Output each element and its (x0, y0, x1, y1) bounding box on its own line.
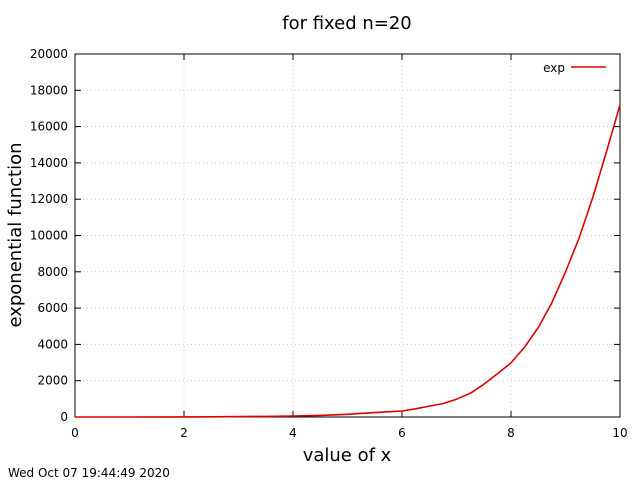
y-tick-labels: 0 2000 4000 6000 8000 10000 12000 14000 16000 180… (30, 47, 68, 424)
y-tick-label: 10000 (30, 229, 68, 243)
timestamp: Wed Oct 07 19:44:49 2020 (8, 466, 170, 480)
x-tick-label: 0 (71, 426, 79, 440)
y-tick-label: 8000 (37, 265, 68, 279)
axis-ticks (74, 53, 621, 418)
y-tick-label: 20000 (30, 47, 68, 61)
x-tick-label: 10 (612, 426, 627, 440)
x-tick-label: 4 (289, 426, 297, 440)
y-tick-label: 14000 (30, 156, 68, 170)
y-tick-label: 18000 (30, 83, 68, 97)
series-group (75, 104, 621, 418)
x-tick-label: 8 (507, 426, 515, 440)
series-line-exp (75, 104, 621, 418)
y-tick-label: 12000 (30, 192, 68, 206)
chart-title: for fixed n=20 (282, 13, 412, 34)
legend-label-exp: exp (543, 61, 565, 75)
y-tick-label: 6000 (37, 301, 68, 315)
x-tick-labels: 0 2 4 6 8 10 (71, 426, 627, 440)
y-tick-label: 0 (60, 410, 68, 424)
grid-lines (75, 54, 620, 417)
y-tick-label: 16000 (30, 120, 68, 134)
y-axis-label: exponential function (5, 142, 26, 327)
y-tick-label: 2000 (37, 374, 68, 388)
x-axis-label: value of x (303, 445, 392, 466)
legend: exp (543, 61, 606, 75)
x-tick-label: 6 (398, 426, 406, 440)
y-tick-label: 4000 (37, 337, 68, 351)
x-tick-label: 2 (180, 426, 188, 440)
